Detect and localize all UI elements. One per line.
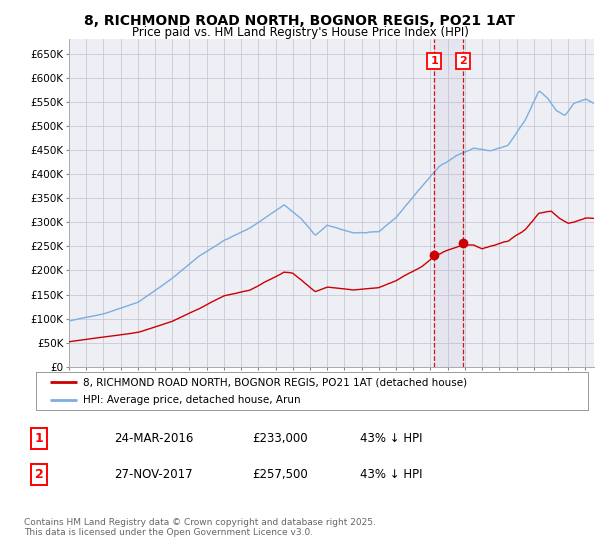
Text: 43% ↓ HPI: 43% ↓ HPI [360, 468, 422, 481]
Text: HPI: Average price, detached house, Arun: HPI: Average price, detached house, Arun [83, 395, 301, 405]
Text: Contains HM Land Registry data © Crown copyright and database right 2025.
This d: Contains HM Land Registry data © Crown c… [24, 518, 376, 538]
Text: 2: 2 [460, 56, 467, 66]
Text: 8, RICHMOND ROAD NORTH, BOGNOR REGIS, PO21 1AT (detached house): 8, RICHMOND ROAD NORTH, BOGNOR REGIS, PO… [83, 377, 467, 387]
Text: 2: 2 [35, 468, 43, 481]
Text: Price paid vs. HM Land Registry's House Price Index (HPI): Price paid vs. HM Land Registry's House … [131, 26, 469, 39]
Text: £233,000: £233,000 [252, 432, 308, 445]
Text: 1: 1 [35, 432, 43, 445]
Text: 8, RICHMOND ROAD NORTH, BOGNOR REGIS, PO21 1AT: 8, RICHMOND ROAD NORTH, BOGNOR REGIS, PO… [85, 14, 515, 28]
Text: £257,500: £257,500 [252, 468, 308, 481]
Text: 27-NOV-2017: 27-NOV-2017 [114, 468, 193, 481]
Bar [434, 39, 463, 367]
Text: 24-MAR-2016: 24-MAR-2016 [114, 432, 193, 445]
Text: 1: 1 [431, 56, 439, 66]
Text: 43% ↓ HPI: 43% ↓ HPI [360, 432, 422, 445]
